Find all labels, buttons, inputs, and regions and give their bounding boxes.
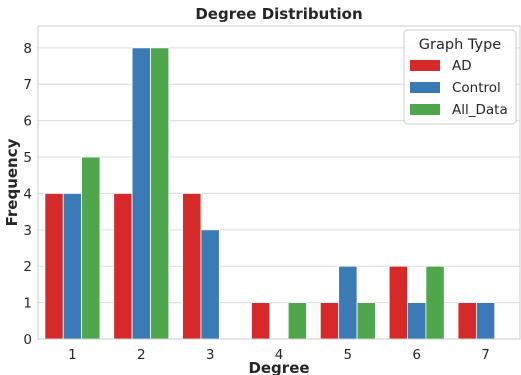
legend-box [403, 29, 517, 125]
y-tick-label: 8 [23, 41, 32, 57]
y-tick-label: 1 [23, 296, 32, 312]
bar-all-data-degree-6 [425, 265, 445, 340]
x-tick-label: 5 [344, 347, 353, 363]
plot-frame [37, 25, 521, 340]
y-tick-label: 2 [23, 259, 32, 275]
bar-all-data-degree-1 [81, 156, 101, 340]
bar-ad-degree-4 [251, 302, 271, 340]
legend-items: AD Control All_Data [410, 58, 508, 118]
bar-control-degree-1 [62, 193, 83, 340]
bar-control-degree-2 [131, 47, 151, 340]
bar-control-degree-7 [475, 302, 496, 340]
y-tick-label: 6 [23, 114, 32, 130]
chart-title: Degree Distribution [195, 5, 362, 23]
legend-title: Graph Type [419, 37, 501, 53]
x-tick-label: 3 [206, 347, 215, 363]
bar-ad-degree-2 [113, 193, 133, 340]
bar-ad-degree-6 [388, 265, 408, 340]
legend-swatch [410, 82, 440, 93]
y-tick-labels: 0 1 2 3 4 5 6 7 8 [23, 41, 32, 348]
bar-all-data-degree-5 [356, 302, 376, 340]
x-axis-label: Degree [248, 359, 309, 375]
bar-layer [44, 47, 496, 340]
bar-control-degree-6 [407, 302, 427, 340]
bar-control-degree-5 [338, 265, 358, 340]
y-tick-label: 7 [23, 77, 32, 93]
bar-ad-degree-3 [182, 193, 202, 340]
y-tick-label: 4 [23, 186, 32, 202]
legend-label: All_Data [452, 102, 508, 118]
x-tick-label: 7 [481, 347, 490, 363]
legend-label: Control [452, 80, 501, 96]
legend-swatch [410, 104, 440, 115]
legend-swatch [410, 60, 440, 71]
bar-all-data-degree-4 [287, 302, 307, 340]
y-tick-label: 3 [23, 223, 32, 239]
x-tick-label: 4 [275, 347, 284, 363]
legend-label: AD [452, 58, 472, 74]
x-tick-label: 6 [412, 347, 421, 363]
y-axis-label: Frequency [3, 138, 21, 226]
bar-all-data-degree-2 [150, 47, 170, 340]
y-tick-label: 0 [23, 332, 32, 348]
bar-control-degree-3 [200, 229, 220, 340]
bar-ad-degree-5 [319, 302, 340, 340]
y-tick-label: 5 [23, 150, 32, 166]
bar-ad-degree-1 [44, 193, 64, 340]
x-tick-label: 2 [137, 347, 146, 363]
bar-ad-degree-7 [457, 302, 477, 340]
x-tick-label: 1 [68, 347, 77, 363]
x-tick-labels: 1 2 3 4 5 6 7 [68, 347, 490, 363]
legend: Graph Type AD Control All_Data [403, 29, 517, 125]
